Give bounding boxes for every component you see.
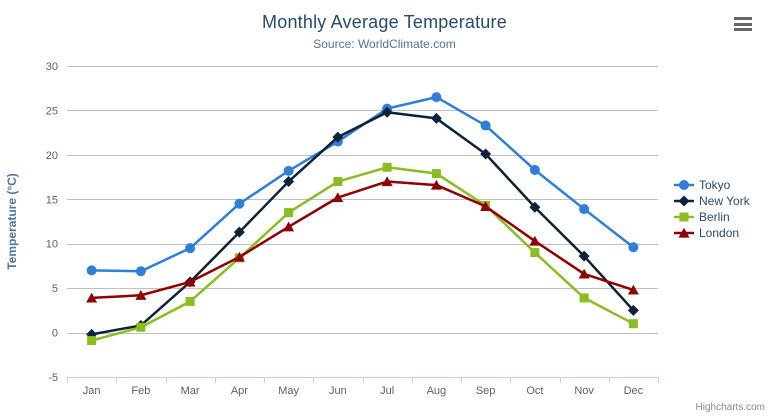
point-london-mar[interactable] bbox=[184, 276, 196, 287]
x-axis-label: Jun bbox=[329, 385, 347, 397]
point-new-york-oct[interactable] bbox=[529, 201, 541, 213]
series-line bbox=[90, 166, 635, 342]
y-axis-label: 10 bbox=[46, 239, 58, 251]
legend-label: Berlin bbox=[699, 210, 730, 224]
y-axis-label: 0 bbox=[52, 328, 58, 340]
x-axis-label: Nov bbox=[574, 385, 594, 397]
series-new-york bbox=[86, 106, 639, 340]
point-berlin-jan[interactable] bbox=[87, 336, 97, 346]
point-new-york-aug[interactable] bbox=[430, 112, 442, 124]
legend-label: Tokyo bbox=[699, 178, 731, 192]
y-axis-label: 30 bbox=[46, 61, 58, 73]
point-berlin-may[interactable] bbox=[284, 208, 294, 218]
point-berlin-jul[interactable] bbox=[382, 162, 392, 172]
diamond-marker-icon bbox=[674, 195, 694, 207]
x-axis-label: Apr bbox=[231, 385, 248, 397]
point-tokyo-feb[interactable] bbox=[135, 266, 146, 277]
point-new-york-dec[interactable] bbox=[627, 304, 639, 316]
square-marker-icon bbox=[674, 212, 694, 222]
point-london-aug[interactable] bbox=[430, 179, 442, 190]
x-axis-label: Dec bbox=[624, 385, 644, 397]
point-london-jul[interactable] bbox=[381, 176, 393, 187]
x-axis-label: Oct bbox=[526, 385, 543, 397]
point-berlin-nov[interactable] bbox=[579, 293, 589, 303]
export-menu-button[interactable] bbox=[732, 15, 754, 33]
hamburger-icon bbox=[734, 28, 752, 31]
x-axis-label: Jan bbox=[83, 385, 101, 397]
y-axis-label: 5 bbox=[52, 283, 58, 295]
legend-label: London bbox=[699, 226, 740, 240]
series-line bbox=[90, 95, 635, 273]
y-axis-label: -5 bbox=[48, 372, 58, 384]
series-tokyo bbox=[86, 92, 639, 277]
point-london-dec[interactable] bbox=[627, 284, 639, 295]
point-berlin-feb[interactable] bbox=[136, 322, 146, 332]
point-tokyo-aug[interactable] bbox=[431, 92, 442, 103]
point-london-may[interactable] bbox=[283, 221, 295, 232]
series-london bbox=[86, 176, 639, 303]
legend-item-tokyo[interactable]: Tokyo bbox=[674, 177, 750, 193]
point-new-york-nov[interactable] bbox=[578, 250, 590, 262]
series-line bbox=[90, 110, 635, 336]
legend: Tokyo New York Berlin London bbox=[674, 177, 750, 241]
circle-marker-icon bbox=[674, 180, 694, 190]
legend-item-new-york[interactable]: New York bbox=[674, 193, 750, 209]
legend-item-london[interactable]: London bbox=[674, 225, 750, 241]
point-berlin-dec[interactable] bbox=[628, 319, 638, 329]
x-axis-label: Jul bbox=[380, 385, 394, 397]
credits-link[interactable]: Highcharts.com bbox=[695, 402, 765, 413]
point-new-york-sep[interactable] bbox=[480, 148, 492, 160]
point-new-york-may[interactable] bbox=[283, 176, 295, 188]
x-axis-label: Mar bbox=[181, 385, 200, 397]
y-axis-label: 15 bbox=[46, 194, 58, 206]
point-tokyo-dec[interactable] bbox=[628, 242, 639, 253]
x-axis-label: Sep bbox=[476, 385, 496, 397]
y-axis-label: 20 bbox=[46, 150, 58, 162]
legend-item-berlin[interactable]: Berlin bbox=[674, 209, 750, 225]
point-berlin-mar[interactable] bbox=[185, 296, 195, 306]
point-berlin-aug[interactable] bbox=[431, 169, 441, 179]
point-tokyo-oct[interactable] bbox=[529, 164, 540, 175]
series-berlin bbox=[87, 162, 638, 346]
point-london-nov[interactable] bbox=[578, 268, 590, 279]
chart-title: Monthly Average Temperature bbox=[262, 12, 507, 32]
point-london-oct[interactable] bbox=[529, 235, 541, 246]
point-tokyo-sep[interactable] bbox=[480, 120, 491, 131]
y-axis-label: 25 bbox=[46, 105, 58, 117]
point-berlin-oct[interactable] bbox=[530, 248, 540, 258]
point-new-york-jul[interactable] bbox=[381, 106, 393, 118]
x-axis-label: May bbox=[278, 385, 299, 397]
point-london-jan[interactable] bbox=[86, 292, 98, 303]
hamburger-icon bbox=[734, 22, 752, 26]
series-line bbox=[90, 180, 635, 300]
point-berlin-jun[interactable] bbox=[333, 177, 343, 187]
point-new-york-jun[interactable] bbox=[332, 131, 344, 143]
chart-subtitle: Source: WorldClimate.com bbox=[313, 37, 456, 51]
point-london-feb[interactable] bbox=[135, 290, 147, 300]
triangle-marker-icon bbox=[674, 227, 694, 238]
point-new-york-apr[interactable] bbox=[233, 226, 245, 238]
point-tokyo-jan[interactable] bbox=[86, 265, 97, 276]
x-axis-label: Feb bbox=[131, 385, 150, 397]
point-tokyo-nov[interactable] bbox=[579, 204, 590, 215]
point-london-sep[interactable] bbox=[480, 201, 492, 211]
point-tokyo-mar[interactable] bbox=[185, 243, 196, 254]
y-axis-title: Temperature (°C) bbox=[5, 173, 19, 270]
point-tokyo-apr[interactable] bbox=[234, 198, 245, 209]
legend-label: New York bbox=[699, 194, 750, 208]
point-london-jun[interactable] bbox=[332, 192, 344, 203]
x-axis-label: Aug bbox=[427, 385, 447, 397]
hamburger-icon bbox=[734, 17, 752, 20]
point-tokyo-may[interactable] bbox=[283, 165, 294, 176]
point-london-apr[interactable] bbox=[233, 251, 245, 262]
